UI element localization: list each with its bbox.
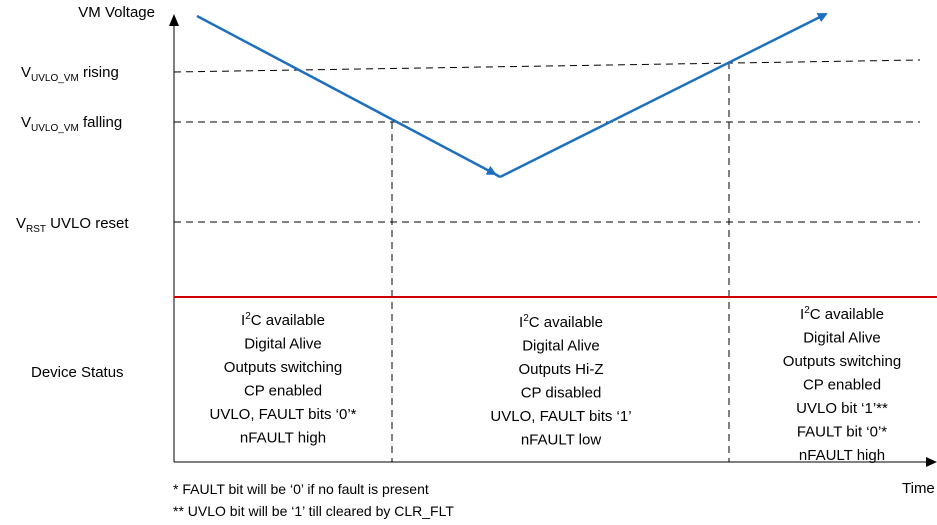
- status-line: I2C available: [241, 311, 325, 329]
- status-line: CP enabled: [244, 383, 322, 400]
- x-axis-arrowhead: [926, 457, 937, 467]
- uvlo-rising-label: VUVLO_VM rising: [21, 64, 119, 84]
- uvlo-falling-label: VUVLO_VM falling: [21, 114, 122, 134]
- status-line: nFAULT low: [521, 432, 601, 449]
- status-line: CP enabled: [803, 377, 881, 394]
- y-axis-label: VM Voltage: [78, 4, 155, 21]
- status-line: nFAULT high: [799, 447, 885, 464]
- status-line: Outputs switching: [224, 359, 342, 376]
- status-line: UVLO bit ‘1’**: [796, 400, 888, 417]
- status-line: I2C available: [519, 313, 603, 331]
- status-line: Digital Alive: [522, 338, 600, 355]
- status-line: I2C available: [800, 305, 884, 323]
- footnote-uvlo: ** UVLO bit will be ‘1’ till cleared by …: [173, 503, 454, 519]
- status-line: Outputs Hi-Z: [518, 361, 603, 378]
- voltage-low-segment: [494, 172, 501, 179]
- status-line: CP disabled: [521, 385, 602, 402]
- rst-label: VRST UVLO reset: [16, 215, 129, 235]
- status-column-normal-1: I2C available Digital Alive Outputs switch…: [210, 311, 357, 447]
- status-line: FAULT bit ‘0’*: [797, 424, 887, 441]
- y-axis-arrowhead: [169, 14, 179, 26]
- status-line: nFAULT high: [240, 430, 326, 447]
- voltage-rising-segment: [499, 12, 828, 179]
- status-line: Digital Alive: [803, 330, 881, 347]
- status-column-normal-2: I2C available Digital Alive Outputs switch…: [783, 305, 901, 464]
- status-line: UVLO, FAULT bits ‘0’*: [210, 406, 357, 423]
- device-status-label: Device Status: [31, 364, 124, 381]
- status-line: Outputs switching: [783, 353, 901, 370]
- voltage-falling-segment: [196, 14, 497, 176]
- status-line: Digital Alive: [244, 336, 322, 353]
- status-column-uvlo: I2C available Digital Alive Outputs Hi-Z CP…: [490, 313, 631, 449]
- x-axis-label: Time: [902, 480, 935, 497]
- status-line: UVLO, FAULT bits ‘1’: [490, 408, 631, 425]
- footnote-fault: * FAULT bit will be ‘0’ if no fault is p…: [173, 481, 429, 497]
